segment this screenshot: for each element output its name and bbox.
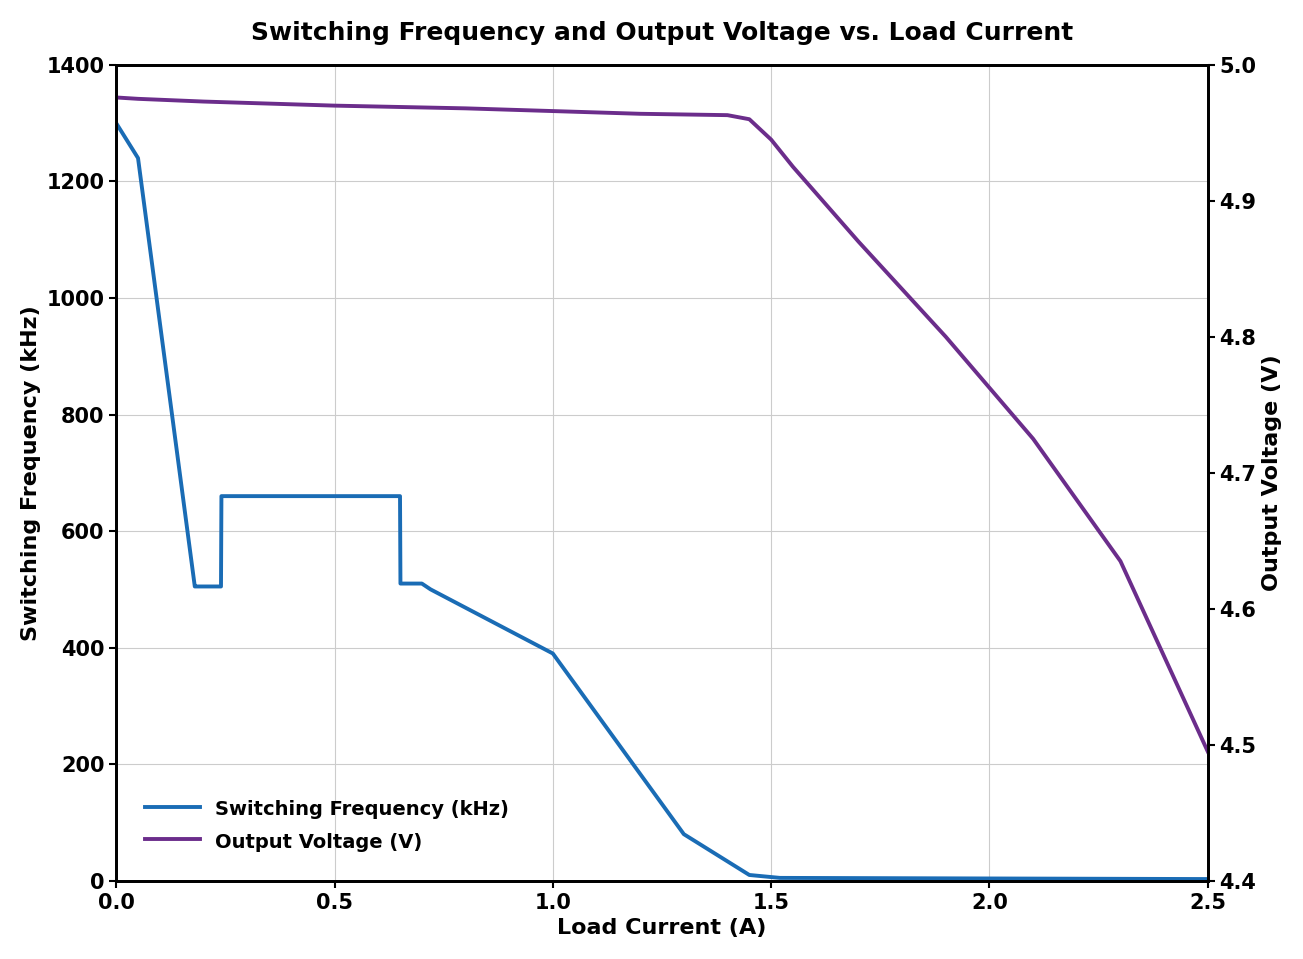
Switching Frequency (kHz)	[392, 490, 408, 502]
Output Voltage (V)	[741, 113, 757, 125]
Output Voltage (V)	[327, 100, 343, 111]
Output Voltage (V)	[1113, 555, 1128, 567]
Switching Frequency (kHz)	[188, 581, 203, 593]
Output Voltage (V)	[786, 161, 801, 173]
Output Voltage (V)	[1200, 746, 1216, 758]
Output Voltage (V)	[108, 92, 124, 104]
Switching Frequency (kHz)	[773, 872, 788, 883]
Legend: Switching Frequency (kHz), Output Voltage (V): Switching Frequency (kHz), Output Voltag…	[126, 780, 529, 871]
Output Voltage (V)	[545, 105, 560, 117]
Switching Frequency (kHz)	[1200, 874, 1216, 885]
Switching Frequency (kHz)	[676, 829, 692, 840]
Output Voltage (V)	[195, 96, 211, 107]
X-axis label: Load Current (A): Load Current (A)	[558, 918, 766, 938]
Output Voltage (V)	[130, 93, 146, 105]
Switching Frequency (kHz)	[108, 117, 124, 129]
Switching Frequency (kHz)	[214, 490, 229, 502]
Line: Switching Frequency (kHz): Switching Frequency (kHz)	[116, 123, 1208, 879]
Output Voltage (V)	[457, 103, 473, 114]
Switching Frequency (kHz)	[186, 581, 202, 593]
Line: Output Voltage (V): Output Voltage (V)	[116, 98, 1208, 752]
Y-axis label: Output Voltage (V): Output Voltage (V)	[1263, 355, 1282, 591]
Switching Frequency (kHz)	[130, 152, 146, 164]
Output Voltage (V)	[851, 236, 866, 247]
Title: Switching Frequency and Output Voltage vs. Load Current: Switching Frequency and Output Voltage v…	[251, 21, 1074, 45]
Output Voltage (V)	[938, 331, 954, 342]
Output Voltage (V)	[1025, 433, 1041, 445]
Switching Frequency (kHz)	[214, 581, 229, 593]
Switching Frequency (kHz)	[545, 647, 560, 659]
Output Voltage (V)	[764, 134, 779, 146]
Output Voltage (V)	[632, 108, 648, 120]
Output Voltage (V)	[719, 109, 735, 121]
Switching Frequency (kHz)	[392, 578, 408, 590]
Y-axis label: Switching Frequency (kHz): Switching Frequency (kHz)	[21, 305, 40, 641]
Switching Frequency (kHz)	[741, 869, 757, 880]
Switching Frequency (kHz)	[422, 584, 438, 596]
Switching Frequency (kHz)	[414, 578, 430, 590]
Switching Frequency (kHz)	[981, 873, 997, 884]
